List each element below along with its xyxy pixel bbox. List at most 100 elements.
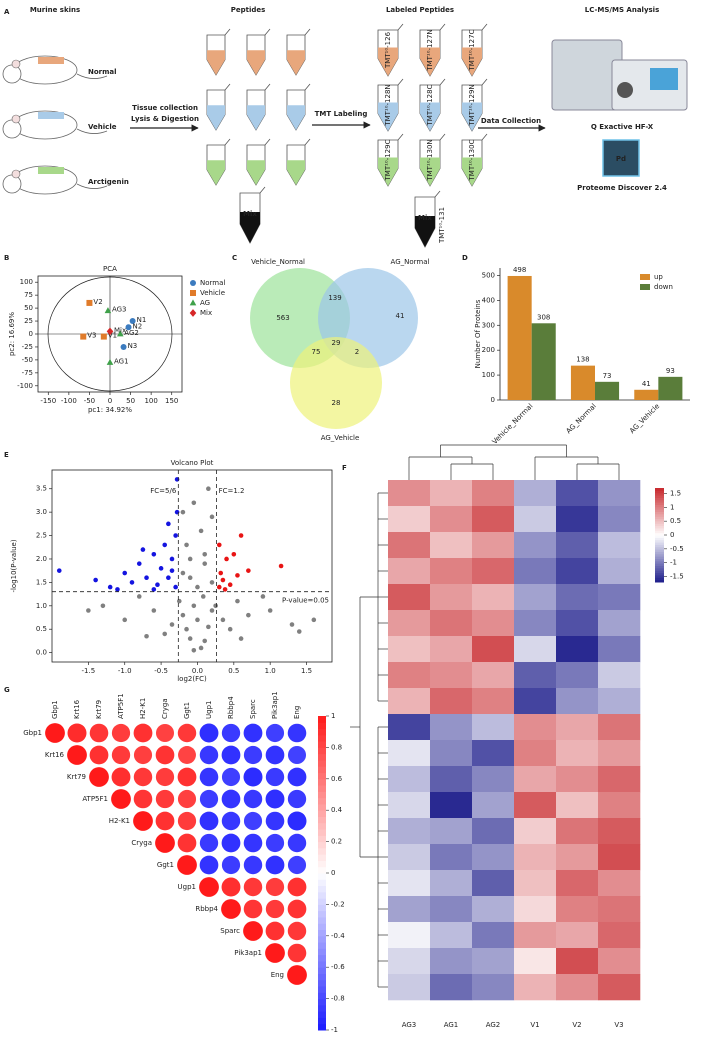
group-label: Arctigenin [88, 178, 129, 186]
colorbar-step [318, 1023, 326, 1031]
group-label: Vehicle [88, 123, 117, 131]
point [100, 603, 106, 609]
corr-cell [265, 943, 285, 963]
row-label: ATP5F1 [82, 795, 108, 803]
heat-cell [388, 662, 431, 689]
heat-cell [514, 818, 557, 845]
y-axis-label: -log10(P-value) [10, 539, 18, 592]
legend-label: up [654, 273, 663, 281]
mouse-tail [76, 73, 108, 79]
colorbar-step [318, 747, 326, 755]
point [129, 580, 135, 585]
point [260, 594, 266, 599]
heat-cell [598, 688, 641, 715]
heat-cell [556, 740, 599, 767]
corr-cell [221, 899, 241, 919]
heat-cell [556, 584, 599, 611]
region-count: 563 [276, 314, 289, 322]
colorbar-step [318, 929, 326, 937]
heat-cell [472, 844, 515, 871]
tube-liquid [247, 105, 265, 130]
colorbar-step [318, 741, 326, 748]
x-axis-label: pc1: 34.92% [88, 406, 132, 414]
point-label: N2 [133, 322, 143, 330]
point [202, 561, 208, 566]
colorbar-step [655, 506, 664, 510]
colorbar-label: 0.4 [331, 806, 343, 814]
point [238, 533, 244, 538]
heat-cell [556, 688, 599, 715]
point [136, 594, 142, 599]
y-tick-label: 100 [20, 278, 33, 286]
point [296, 629, 302, 634]
tube-cap [259, 186, 266, 194]
corr-cell [199, 723, 219, 743]
column-header: Murine skins [30, 6, 80, 14]
point [198, 645, 204, 651]
corr-cell [221, 811, 241, 831]
point [187, 575, 193, 581]
mouse-tail [76, 128, 108, 134]
tube-liquid [462, 157, 482, 186]
colorbar-step [655, 572, 664, 576]
colorbar-step [655, 527, 664, 531]
skin-patch [38, 112, 64, 119]
y-tick-label: 0.0 [36, 649, 47, 657]
tube-cap [397, 78, 404, 86]
corr-cell [221, 767, 241, 787]
x-tick-label: 100 [144, 397, 157, 405]
point [56, 568, 62, 573]
colorbar-label: 0.5 [670, 517, 681, 525]
colorbar-step [318, 998, 326, 1006]
corr-cell [177, 855, 197, 875]
tube-liquid [378, 157, 398, 186]
heat-cell [598, 584, 641, 611]
heat-cell [388, 688, 431, 715]
point [187, 636, 193, 641]
mouse-head [2, 64, 22, 84]
point [169, 568, 175, 573]
colorbar-label: -0.2 [331, 900, 345, 908]
tube-cap [397, 133, 404, 141]
heat-cell [430, 766, 473, 793]
skin-patch [38, 167, 64, 174]
colorbar-step [318, 797, 326, 805]
corr-cell [111, 745, 131, 765]
heat-cell [388, 532, 431, 559]
heat-cell [430, 818, 473, 845]
set-label: AG_Normal [391, 258, 430, 266]
colorbar-step [318, 847, 326, 855]
tube-cap [481, 23, 488, 31]
tube-liquid [420, 47, 440, 76]
x-tick-label: 0.5 [228, 667, 239, 675]
colorbar-step [318, 967, 326, 974]
corr-cell [133, 723, 153, 743]
corr-cell [199, 789, 219, 809]
corr-cell [243, 921, 263, 941]
row-label: Cryga [131, 839, 152, 847]
colorbar-step [318, 986, 326, 993]
colorbar-step [655, 535, 664, 538]
heat-cell [430, 662, 473, 689]
panel-label: D [462, 254, 468, 262]
corr-cell [243, 767, 263, 787]
software-icon-label: Pd [616, 155, 626, 163]
colorbar-step [318, 753, 326, 761]
colorbar-label: 0.6 [331, 775, 343, 783]
column-label: AG2 [486, 1021, 501, 1029]
corr-cell [265, 789, 285, 809]
colorbar-label: -0.8 [331, 995, 345, 1003]
heat-cell [472, 818, 515, 845]
colorbar-step [655, 546, 664, 550]
colorbar-step [655, 488, 664, 491]
heat-cell [598, 532, 641, 559]
point [151, 551, 157, 557]
heat-cell [472, 662, 515, 689]
tube-cap [264, 83, 271, 91]
y-tick-label: -25 [22, 343, 33, 351]
colorbar-step [655, 502, 664, 505]
tube-cap [264, 28, 271, 36]
tube-liquid [247, 160, 265, 185]
point [100, 333, 107, 340]
heat-cell [514, 844, 557, 871]
